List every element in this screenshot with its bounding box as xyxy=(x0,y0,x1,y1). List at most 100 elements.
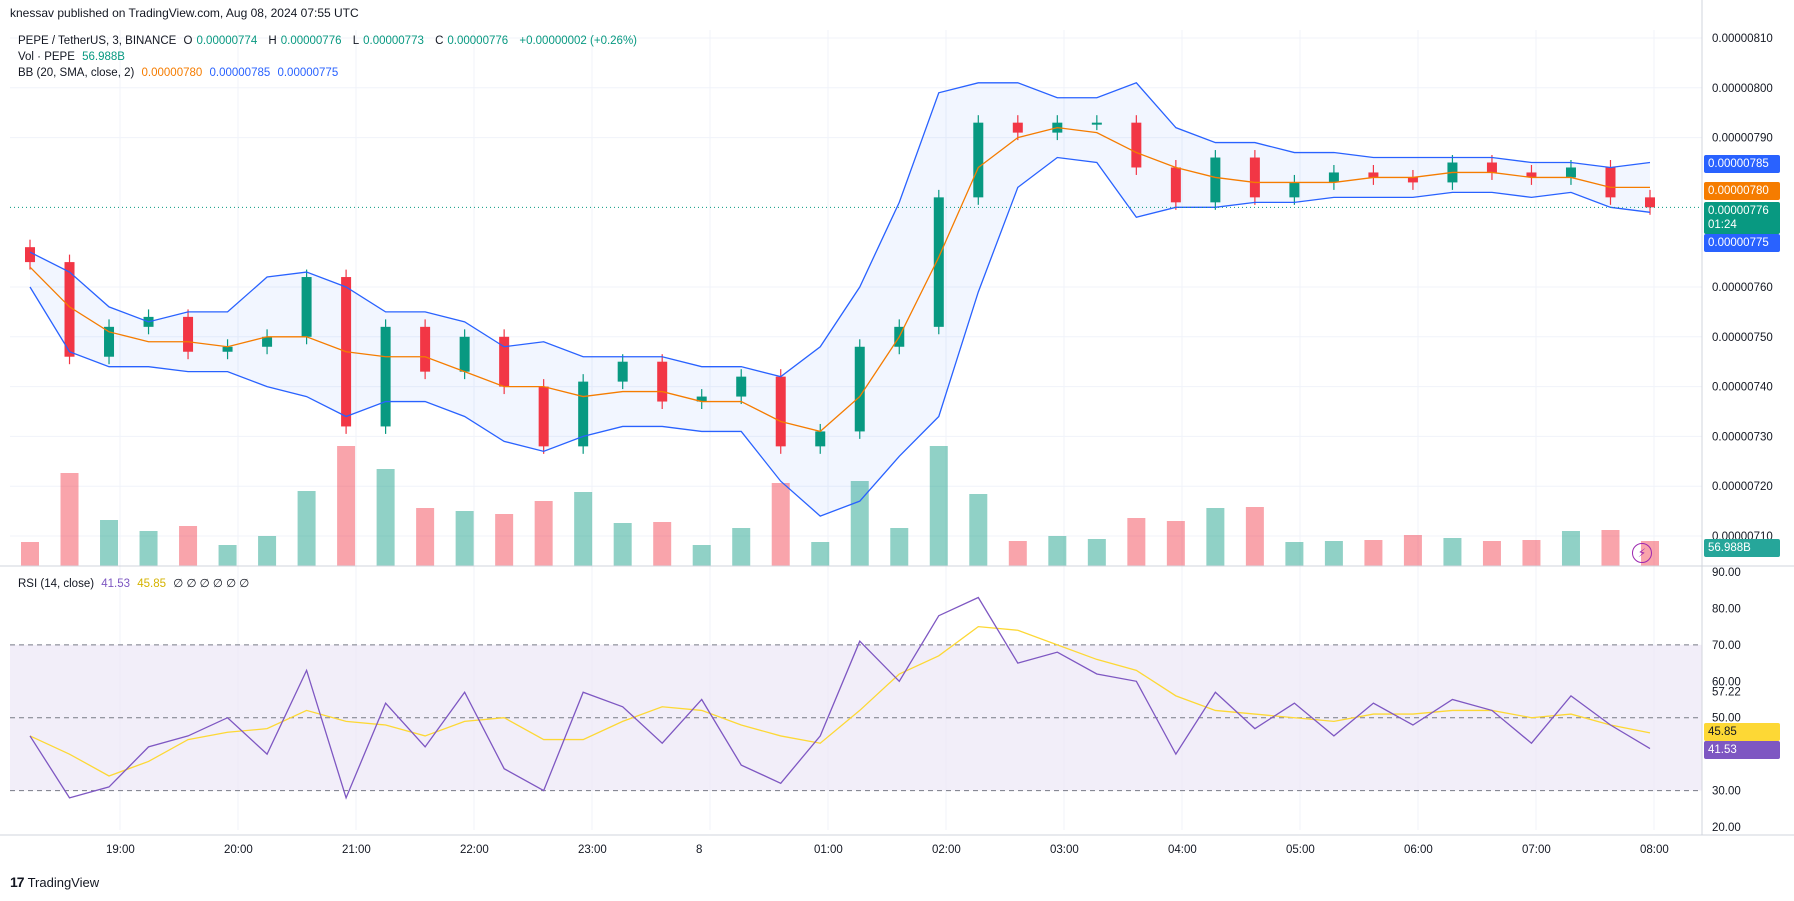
candle-body xyxy=(1486,162,1497,173)
volume-bar xyxy=(1008,541,1027,566)
volume-bar xyxy=(376,469,395,566)
candle-body xyxy=(104,326,115,357)
volume-bar xyxy=(1561,531,1580,566)
change-value: +0.00000002 (+0.26%) xyxy=(519,35,638,47)
time-axis-label: 19:00 xyxy=(106,844,135,856)
last-price-tag: 0.00000776 01:24 xyxy=(1704,202,1780,234)
symbol-legend[interactable]: PEPE / TetherUS, 3, BINANCE O 0.00000774 … xyxy=(18,35,641,47)
volume-bar xyxy=(811,542,830,566)
volume-bar xyxy=(1048,536,1067,566)
candle-body xyxy=(1012,122,1023,133)
time-axis-label: 04:00 xyxy=(1168,844,1197,856)
price-axis-label: 0.00000740 xyxy=(1712,382,1773,394)
candle-body xyxy=(1605,167,1616,198)
volume-value: 56.988B xyxy=(82,51,125,63)
last-price-value: 0.00000776 xyxy=(1708,205,1769,217)
bb-lower-line xyxy=(29,156,1651,517)
brand-name: TradingView xyxy=(27,874,100,890)
bb-lower-value: 0.00000775 xyxy=(277,67,339,79)
time-axis-label: 07:00 xyxy=(1522,844,1551,856)
price-axis-label: 0.00000730 xyxy=(1712,431,1773,443)
low-value: L 0.00000773 xyxy=(352,35,424,47)
volume-bar xyxy=(495,514,514,566)
candle-body xyxy=(1328,172,1339,183)
volume-bar xyxy=(416,508,435,566)
volume-bar xyxy=(1245,507,1264,566)
high-value: H 0.00000776 xyxy=(268,35,342,47)
rsi-axis-label: 90.00 xyxy=(1712,567,1741,579)
rsi-panel: 90.0080.0070.0060.0057.2250.0040.3930.00… xyxy=(10,567,1741,834)
volume-bar xyxy=(1443,538,1462,566)
time-axis-label: 05:00 xyxy=(1286,844,1315,856)
tradingview-logo-icon: 17 xyxy=(10,874,25,890)
volume-bar xyxy=(1285,542,1304,566)
candle-body xyxy=(262,336,273,347)
volume-bar xyxy=(60,473,79,566)
volume-bar xyxy=(969,494,988,566)
volume-legend[interactable]: Vol · PEPE 56.988B xyxy=(18,51,129,63)
candle-body xyxy=(1368,172,1379,178)
candle-body xyxy=(459,336,470,372)
rsi-axis-label: 80.00 xyxy=(1712,603,1741,615)
bollinger-band-lines xyxy=(29,82,1651,517)
volume-label: Vol · PEPE xyxy=(18,51,75,63)
price-axis-label: 0.00000790 xyxy=(1712,133,1773,145)
candle-body xyxy=(538,386,549,447)
candle-body xyxy=(1526,172,1537,178)
volume-bar xyxy=(1364,540,1383,566)
volume-bar xyxy=(574,492,593,566)
volume-bar xyxy=(613,523,632,566)
candle-body xyxy=(617,361,628,382)
candle-body xyxy=(973,122,984,198)
volume-bar xyxy=(1087,539,1106,566)
candle-body xyxy=(64,262,75,357)
bar-countdown: 01:24 xyxy=(1708,219,1737,231)
bb-lower-tag: 0.00000775 xyxy=(1704,234,1780,252)
candle-body xyxy=(657,361,668,402)
volume-bar xyxy=(337,446,356,566)
rsi-line xyxy=(29,596,1651,800)
candle-body xyxy=(183,316,194,352)
volume-bar xyxy=(455,511,474,566)
candle-body xyxy=(1210,157,1221,203)
axes: 0.00000810 0.00000800 0.00000790 0.00000760… xyxy=(0,0,1794,856)
close-value: C 0.00000776 xyxy=(435,35,509,47)
candle-body xyxy=(578,381,589,447)
volume-bar xyxy=(771,483,790,566)
volume-bar xyxy=(653,522,672,566)
rsi-axis-label: 20.00 xyxy=(1712,822,1741,834)
candle-body xyxy=(1565,167,1576,178)
rsi-value: 41.53 xyxy=(101,578,131,590)
rsi-ma-tag: 45.85 xyxy=(1704,723,1780,741)
bb-label: BB (20, SMA, close, 2) xyxy=(18,67,135,79)
footer-brand[interactable]: 17 TradingView xyxy=(10,874,99,890)
bb-legend[interactable]: BB (20, SMA, close, 2) 0.00000780 0.0000… xyxy=(18,67,342,79)
time-axis-label: 8 xyxy=(696,844,702,856)
open-value: O 0.00000774 xyxy=(183,35,258,47)
bb-basis-value: 0.00000780 xyxy=(141,67,203,79)
candle-body xyxy=(1170,167,1181,203)
lightning-icon[interactable]: ⚡ xyxy=(1632,543,1652,563)
time-axis-label: 01:00 xyxy=(814,844,843,856)
bb-fill-area xyxy=(30,82,1650,517)
rsi-tag: 41.53 xyxy=(1704,741,1780,759)
time-axis-label: 23:00 xyxy=(578,844,607,856)
rsi-legend[interactable]: RSI (14, close) 41.53 45.85 ∅ ∅ ∅ ∅ ∅ ∅ xyxy=(18,576,253,590)
candle-body xyxy=(25,247,35,263)
candle-body xyxy=(380,326,391,427)
volume-bar xyxy=(297,491,316,566)
time-axis-label: 21:00 xyxy=(342,844,371,856)
time-axis-label: 02:00 xyxy=(932,844,961,856)
volume-bar xyxy=(692,545,711,566)
time-axis-label: 20:00 xyxy=(224,844,253,856)
volume-bar xyxy=(1206,508,1225,566)
candle-body xyxy=(736,376,747,397)
candle-body xyxy=(815,431,826,447)
bollinger-band-fill xyxy=(30,82,1650,517)
volume-bar xyxy=(534,501,553,566)
price-axis-label: 0.00000720 xyxy=(1712,481,1773,493)
rsi-empty-values: ∅ ∅ ∅ ∅ ∅ ∅ xyxy=(173,578,250,590)
price-axis-label: 0.00000800 xyxy=(1712,83,1773,95)
rsi-axis-label: 70.00 xyxy=(1712,640,1741,652)
